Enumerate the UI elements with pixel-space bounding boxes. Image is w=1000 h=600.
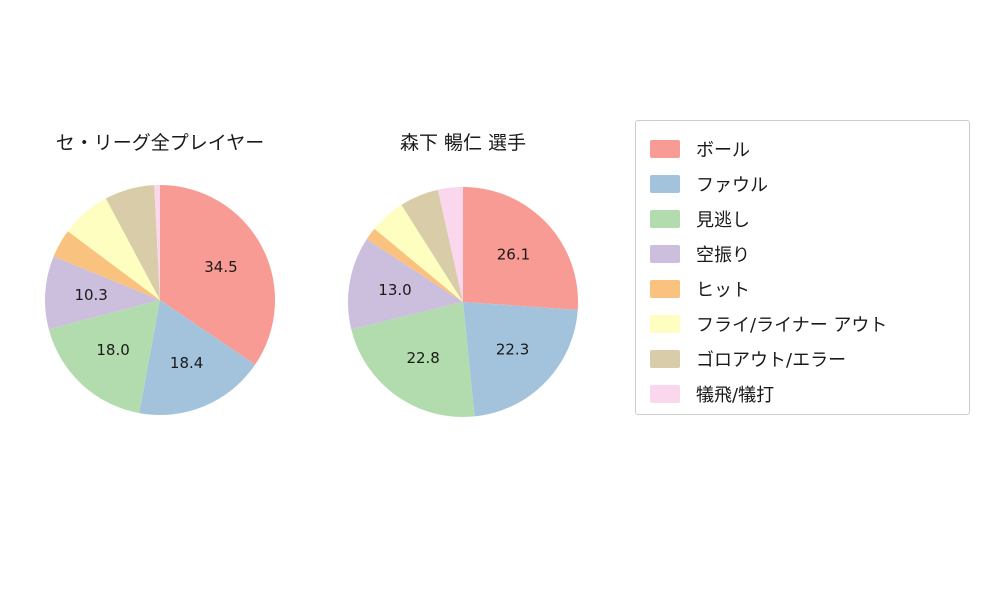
legend-item-hit: ヒット [650,271,969,306]
pie-slice-foul [463,302,578,417]
legend-swatch-fly-liner-out [650,314,680,333]
legend-swatch-called-strike [650,209,680,228]
pie-slice-label-ball: 26.1 [497,245,530,263]
legend-label-called-strike: 見逃し [696,209,750,231]
legend-swatch-ball [650,139,680,158]
legend-swatch-foul [650,174,680,193]
legend-swatch-ground-out-error [650,349,680,368]
pie-slice-sacrifice [154,185,160,300]
legend-swatch-swinging-strike [650,244,680,263]
legend-label-sacrifice: 犠飛/犠打 [696,384,775,406]
legend: ボールファウル見逃し空振りヒットフライ/ライナー アウト ゴロアウト/エラー 犠飛/… [635,120,970,415]
legend-item-sacrifice: 犠飛/犠打 [650,376,969,411]
pie-slice-sacrifice [437,187,463,302]
pie-slice-ground-out-error [401,189,463,302]
pie-chart-league: 34.5 18.4 18.0 10.3 [44,185,275,416]
pie-slice-called-strike [48,300,160,414]
legend-label-swinging-strike: 空振り [696,244,750,266]
legend-label-ground-out-error: ゴロアウト/エラー [696,349,847,371]
legend-item-foul: ファウル [650,166,969,201]
pie-slice-foul [139,300,256,416]
pie-slice-fly-liner-out [67,198,160,300]
chart-title-league: セ・リーグ全プレイヤー [55,132,265,154]
pie-slice-label-called-strike: 22.8 [406,349,439,367]
legend-label-foul: ファウル [696,174,768,196]
legend-swatch-hit [650,279,680,298]
pie-slice-called-strike [351,302,475,418]
pie-slice-label-swinging-strike: 13.0 [378,281,411,299]
pie-slice-label-foul: 18.4 [170,354,203,372]
pie-slice-hit [53,231,161,300]
pie-slice-ball [160,185,275,365]
legend-item-ball: ボール [650,131,969,166]
pie-slice-ball [463,187,579,310]
legend-label-fly-liner-out: フライ/ライナー アウト [696,314,888,336]
pie-slice-label-foul: 22.3 [496,341,529,359]
chart-title-player: 森下 暢仁 選手 [399,132,527,154]
pie-slice-label-called-strike: 18.0 [96,341,129,359]
pie-slice-hit [366,228,463,302]
pie-chart-player: 26.1 22.3 22.8 13.0 [347,187,579,418]
pie-slice-swinging-strike [347,239,463,330]
pie-slice-ground-out-error [105,185,160,300]
pie-slice-label-swinging-strike: 10.3 [74,286,107,304]
pie-slice-label-ball: 34.5 [204,258,237,276]
legend-label-hit: ヒット [696,279,750,301]
legend-swatch-sacrifice [650,384,680,403]
legend-item-fly-liner-out: フライ/ライナー アウト [650,306,969,341]
legend-item-ground-out-error: ゴロアウト/エラー [650,341,969,376]
pie-slice-swinging-strike [44,256,160,330]
legend-label-ball: ボール [696,139,750,161]
legend-item-swinging-strike: 空振り [650,236,969,271]
pie-slice-fly-liner-out [374,204,463,302]
legend-item-called-strike: 見逃し [650,201,969,236]
